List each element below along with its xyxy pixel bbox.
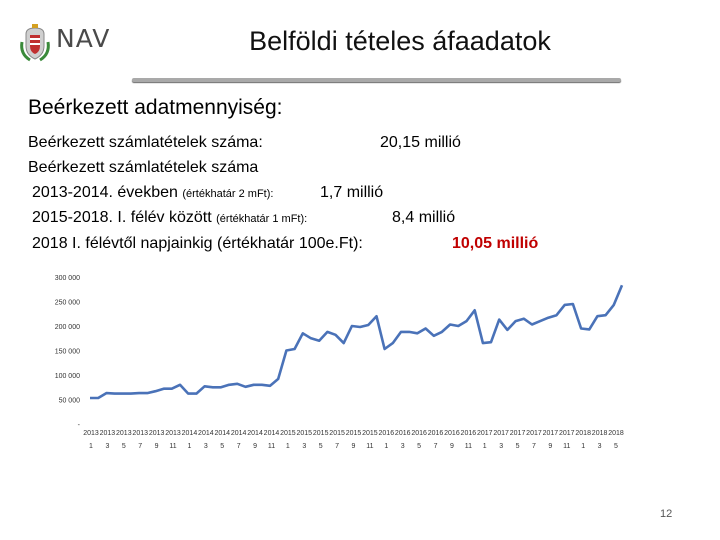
x-tick-label-year: 2016: [461, 430, 477, 437]
x-tick-label-month: 5: [319, 443, 323, 450]
x-tick-label-month: 7: [237, 443, 241, 450]
line-2018-now-label: 2018 I. félévtől napjainkig (értékhatár …: [32, 235, 363, 252]
hungarian-coat-of-arms-icon: [20, 24, 50, 62]
line-2013-2014-label: 2013-2014. években: [32, 184, 178, 201]
x-tick-label-month: 5: [417, 443, 421, 450]
line-total-label: Beérkezett számlatételek száma:: [28, 134, 263, 151]
series-line: [90, 284, 624, 400]
line-2018-now-value: 10,05 millió: [452, 235, 539, 252]
x-tick-label-year: 2014: [231, 430, 247, 437]
x-tick-label-year: 2017: [510, 430, 526, 437]
x-tick-label-year: 2014: [214, 430, 230, 437]
x-tick-label-year: 2016: [428, 430, 444, 437]
page-title: Belföldi tételes áfaadatok: [249, 26, 551, 56]
x-tick-label-month: 9: [155, 443, 159, 450]
x-tick-label-month: 3: [499, 443, 503, 450]
y-tick-label: 250 000: [55, 300, 80, 307]
x-tick-label-month: 3: [401, 443, 405, 450]
x-tick-label-year: 2015: [362, 430, 378, 437]
x-tick-label-month: 11: [465, 443, 472, 450]
x-tick-label-year: 2013: [100, 430, 116, 437]
x-tick-label-month: 5: [614, 443, 618, 450]
x-tick-label-year: 2017: [543, 430, 559, 437]
line-2013-2014-value: 1,7 millió: [320, 184, 384, 201]
line-2013-2014-note: (értékhatár 2 mFt):: [182, 188, 274, 200]
x-tick-label-year: 2015: [346, 430, 362, 437]
x-tick-label-month: 5: [220, 443, 224, 450]
x-tick-label-year: 2018: [575, 430, 591, 437]
x-tick-label-year: 2013: [132, 430, 148, 437]
x-tick-label-year: 2018: [592, 430, 608, 437]
y-tick-label: 50 000: [59, 398, 81, 405]
x-tick-label-month: 1: [89, 443, 93, 450]
x-tick-label-year: 2013: [116, 430, 132, 437]
page-number: 12: [660, 508, 673, 520]
x-tick-label-month: 7: [532, 443, 536, 450]
x-tick-label-month: 9: [352, 443, 356, 450]
x-tick-label-year: 2017: [526, 430, 542, 437]
x-tick-label-year: 2015: [313, 430, 329, 437]
line-2015-2018-label: 2015-2018. I. félév között: [32, 209, 212, 226]
x-tick-label-year: 2013: [149, 430, 165, 437]
line-2013-2014: 2013-2014. években (értékhatár 2 mFt):: [32, 184, 273, 202]
x-tick-label-month: 1: [187, 443, 191, 450]
section-subtitle: Beérkezett adatmennyiség:: [28, 96, 283, 119]
x-tick-label-year: 2017: [559, 430, 575, 437]
x-tick-label-year: 2016: [395, 430, 411, 437]
x-tick-label-month: 5: [122, 443, 126, 450]
x-tick-label-month: 11: [268, 443, 275, 450]
line-2015-2018: 2015-2018. I. félév között (értékhatár 1…: [32, 209, 307, 227]
nav-logo: NAV: [18, 22, 128, 62]
x-tick-label-month: 1: [286, 443, 290, 450]
x-tick-label-month: 9: [450, 443, 454, 450]
x-tick-label-year: 2017: [477, 430, 493, 437]
x-tick-label-month: 9: [253, 443, 257, 450]
x-tick-label-month: 5: [516, 443, 520, 450]
x-tick-label-month: 3: [204, 443, 208, 450]
x-tick-label-month: 11: [563, 443, 570, 450]
x-tick-label-year: 2015: [280, 430, 296, 437]
x-tick-label-year: 2018: [608, 430, 624, 437]
x-tick-label-month: 11: [366, 443, 373, 450]
x-tick-label-year: 2013: [165, 430, 181, 437]
x-tick-label-year: 2013: [83, 430, 99, 437]
logo-text: NAV: [56, 24, 111, 53]
line-breakdown-label: Beérkezett számlatételek száma: [28, 159, 259, 176]
x-tick-label-month: 9: [548, 443, 552, 450]
line-2015-2018-value: 8,4 millió: [392, 209, 456, 226]
x-tick-label-month: 1: [384, 443, 388, 450]
x-tick-label-year: 2016: [444, 430, 460, 437]
x-tick-label-year: 2014: [198, 430, 214, 437]
x-tick-label-year: 2017: [493, 430, 509, 437]
line-chart: - 50 000 100 000 150 000 200 000 250 000 300 0…: [55, 275, 624, 450]
title-divider: [132, 78, 621, 82]
x-tick-label-month: 3: [302, 443, 306, 450]
x-tick-label-year: 2014: [247, 430, 263, 437]
x-tick-label-month: 1: [483, 443, 487, 450]
x-tick-label-month: 3: [598, 443, 602, 450]
y-tick-label: 200 000: [55, 324, 80, 331]
x-tick-label-year: 2014: [182, 430, 198, 437]
x-tick-label-month: 7: [434, 443, 438, 450]
x-tick-label-month: 3: [105, 443, 109, 450]
line-2015-2018-note: (értékhatár 1 mFt):: [216, 213, 308, 225]
x-tick-label-year: 2015: [329, 430, 345, 437]
x-tick-label-month: 11: [169, 443, 176, 450]
x-tick-label-month: 1: [581, 443, 585, 450]
x-tick-label-month: 7: [335, 443, 339, 450]
y-tick-label: 300 000: [55, 275, 80, 282]
x-tick-label-month: 7: [138, 443, 142, 450]
x-tick-label-year: 2016: [411, 430, 427, 437]
x-tick-label-year: 2016: [379, 430, 395, 437]
y-tick-label: 100 000: [55, 373, 80, 380]
x-tick-label-year: 2015: [296, 430, 312, 437]
x-tick-label-year: 2014: [264, 430, 280, 437]
y-tick-label: 150 000: [55, 349, 80, 356]
line-total-value: 20,15 millió: [380, 134, 461, 151]
y-tick-label: -: [78, 422, 81, 429]
